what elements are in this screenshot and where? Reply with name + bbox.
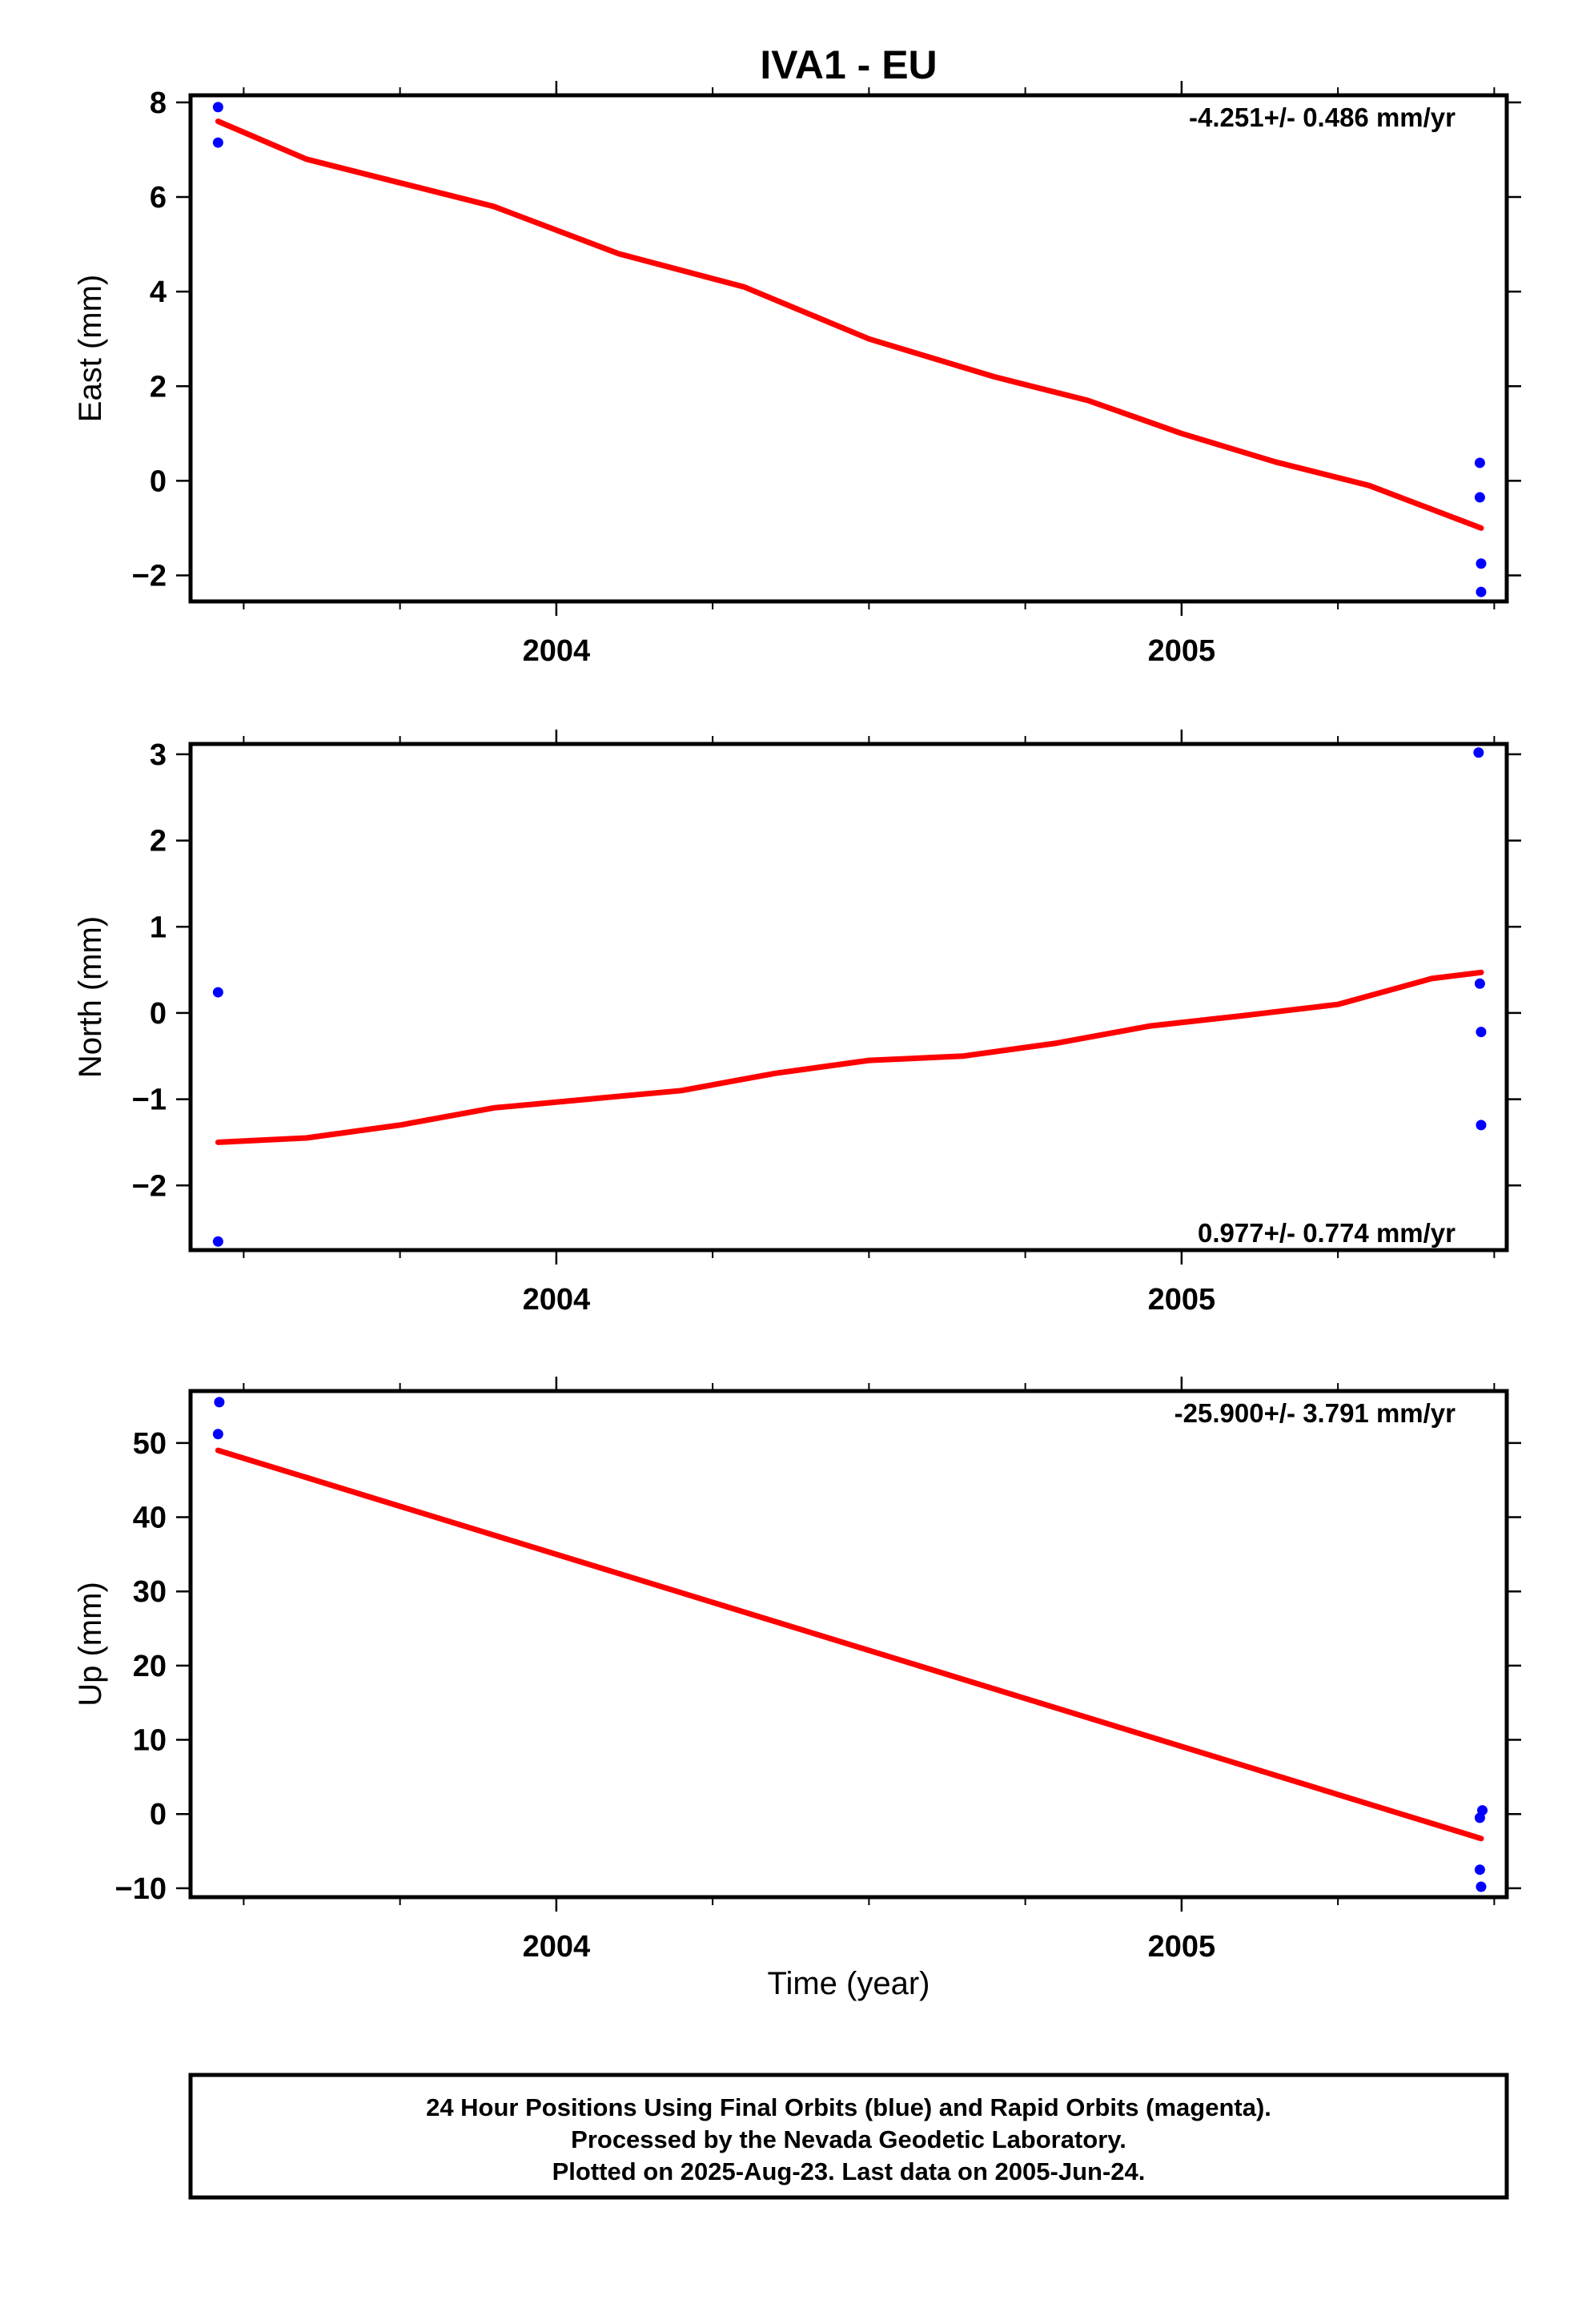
east-x-tick-label: 2005 bbox=[1148, 634, 1216, 668]
chart-title: IVA1 - EU bbox=[760, 42, 937, 87]
up-y-tick-label: 40 bbox=[133, 1502, 167, 1535]
caption-line-3: Plotted on 2025-Aug-23. Last data on 200… bbox=[552, 2157, 1146, 2185]
up-data-point bbox=[1476, 1881, 1487, 1892]
north-y-tick-label: −2 bbox=[132, 1169, 167, 1203]
north-y-tick-label: 1 bbox=[150, 911, 167, 944]
up-y-tick-label: 20 bbox=[133, 1650, 167, 1683]
north-y-tick-label: 3 bbox=[150, 738, 167, 772]
north-data-point bbox=[1476, 1027, 1487, 1038]
east-fit-line bbox=[215, 119, 1484, 531]
up-data-point bbox=[212, 1429, 223, 1440]
north-x-tick-label: 2005 bbox=[1148, 1283, 1216, 1317]
east-y-tick-label: −2 bbox=[132, 560, 167, 593]
up-panel: 2004 2005 −10 0 10 20 30 40 50 Up (mm) -25.900+/- … bbox=[73, 1377, 1521, 1964]
east-y-tick-label: 2 bbox=[150, 370, 167, 404]
up-x-tick-label: 2004 bbox=[523, 1930, 591, 1964]
up-y-axis-label: Up (mm) bbox=[73, 1582, 108, 1707]
east-data-point bbox=[212, 102, 223, 113]
east-data-point bbox=[1474, 457, 1485, 468]
north-fit-line bbox=[215, 969, 1484, 1145]
east-y-tick-label: 0 bbox=[150, 464, 167, 498]
north-y-tick-label: 2 bbox=[150, 825, 167, 858]
east-data-point bbox=[1476, 558, 1487, 569]
up-y-tick-label: 10 bbox=[133, 1724, 167, 1758]
north-data-point bbox=[1474, 978, 1485, 989]
up-y-tick-label: 50 bbox=[133, 1427, 167, 1461]
north-y-tick-label: 0 bbox=[150, 997, 167, 1031]
x-axis-label: Time (year) bbox=[768, 1966, 930, 2001]
east-data-point bbox=[1476, 586, 1487, 597]
north-data-point bbox=[212, 987, 223, 998]
north-plot-area bbox=[212, 747, 1487, 1247]
east-y-axis-label: East (mm) bbox=[73, 275, 108, 422]
east-x-tick-label: 2004 bbox=[523, 634, 591, 668]
east-y-tick-label: 8 bbox=[150, 86, 167, 120]
north-data-point bbox=[1473, 747, 1484, 758]
east-y-tick-label: 6 bbox=[150, 181, 167, 215]
north-panel: 2004 2005 −2 −1 0 1 2 3 North (mm) 0.977+/- 0.774… bbox=[73, 730, 1521, 1317]
up-data-point bbox=[214, 1397, 225, 1408]
east-y-tick-label: 4 bbox=[150, 275, 167, 309]
up-data-point bbox=[1477, 1805, 1488, 1816]
east-plot-area bbox=[212, 102, 1487, 597]
east-data-point bbox=[1474, 492, 1485, 503]
up-rate-label: -25.900+/- 3.791 mm/yr bbox=[1174, 1398, 1456, 1428]
east-frame bbox=[188, 93, 1509, 604]
north-data-point bbox=[1476, 1120, 1487, 1131]
panels: 2004 2005 −2 0 2 4 6 8 East (mm) -4.251+/- 0.486 … bbox=[73, 81, 1521, 1964]
up-y-tick-label: −10 bbox=[115, 1872, 167, 1906]
caption-line-1: 24 Hour Positions Using Final Orbits (bl… bbox=[426, 2093, 1271, 2121]
east-data-point bbox=[212, 137, 223, 148]
east-panel: 2004 2005 −2 0 2 4 6 8 East (mm) -4.251+/- 0.486 … bbox=[73, 81, 1521, 668]
north-rate-label: 0.977+/- 0.774 mm/yr bbox=[1198, 1218, 1456, 1248]
north-data-point bbox=[212, 1236, 223, 1247]
north-x-tick-label: 2004 bbox=[523, 1283, 591, 1317]
up-y-tick-label: 0 bbox=[150, 1798, 167, 1831]
north-frame bbox=[188, 742, 1509, 1252]
up-y-tick-label: 30 bbox=[133, 1575, 167, 1609]
up-data-point bbox=[1474, 1864, 1485, 1876]
north-y-axis-label: North (mm) bbox=[73, 916, 108, 1078]
north-y-tick-label: −1 bbox=[132, 1084, 167, 1117]
east-rate-label: -4.251+/- 0.486 mm/yr bbox=[1189, 103, 1456, 132]
up-frame bbox=[188, 1389, 1509, 1900]
up-fit-line bbox=[215, 1447, 1484, 1842]
up-plot-area bbox=[212, 1397, 1488, 1892]
caption-box bbox=[188, 2073, 1509, 2200]
caption-line-2: Processed by the Nevada Geodetic Laborat… bbox=[571, 2125, 1126, 2153]
up-x-tick-label: 2005 bbox=[1148, 1930, 1216, 1964]
